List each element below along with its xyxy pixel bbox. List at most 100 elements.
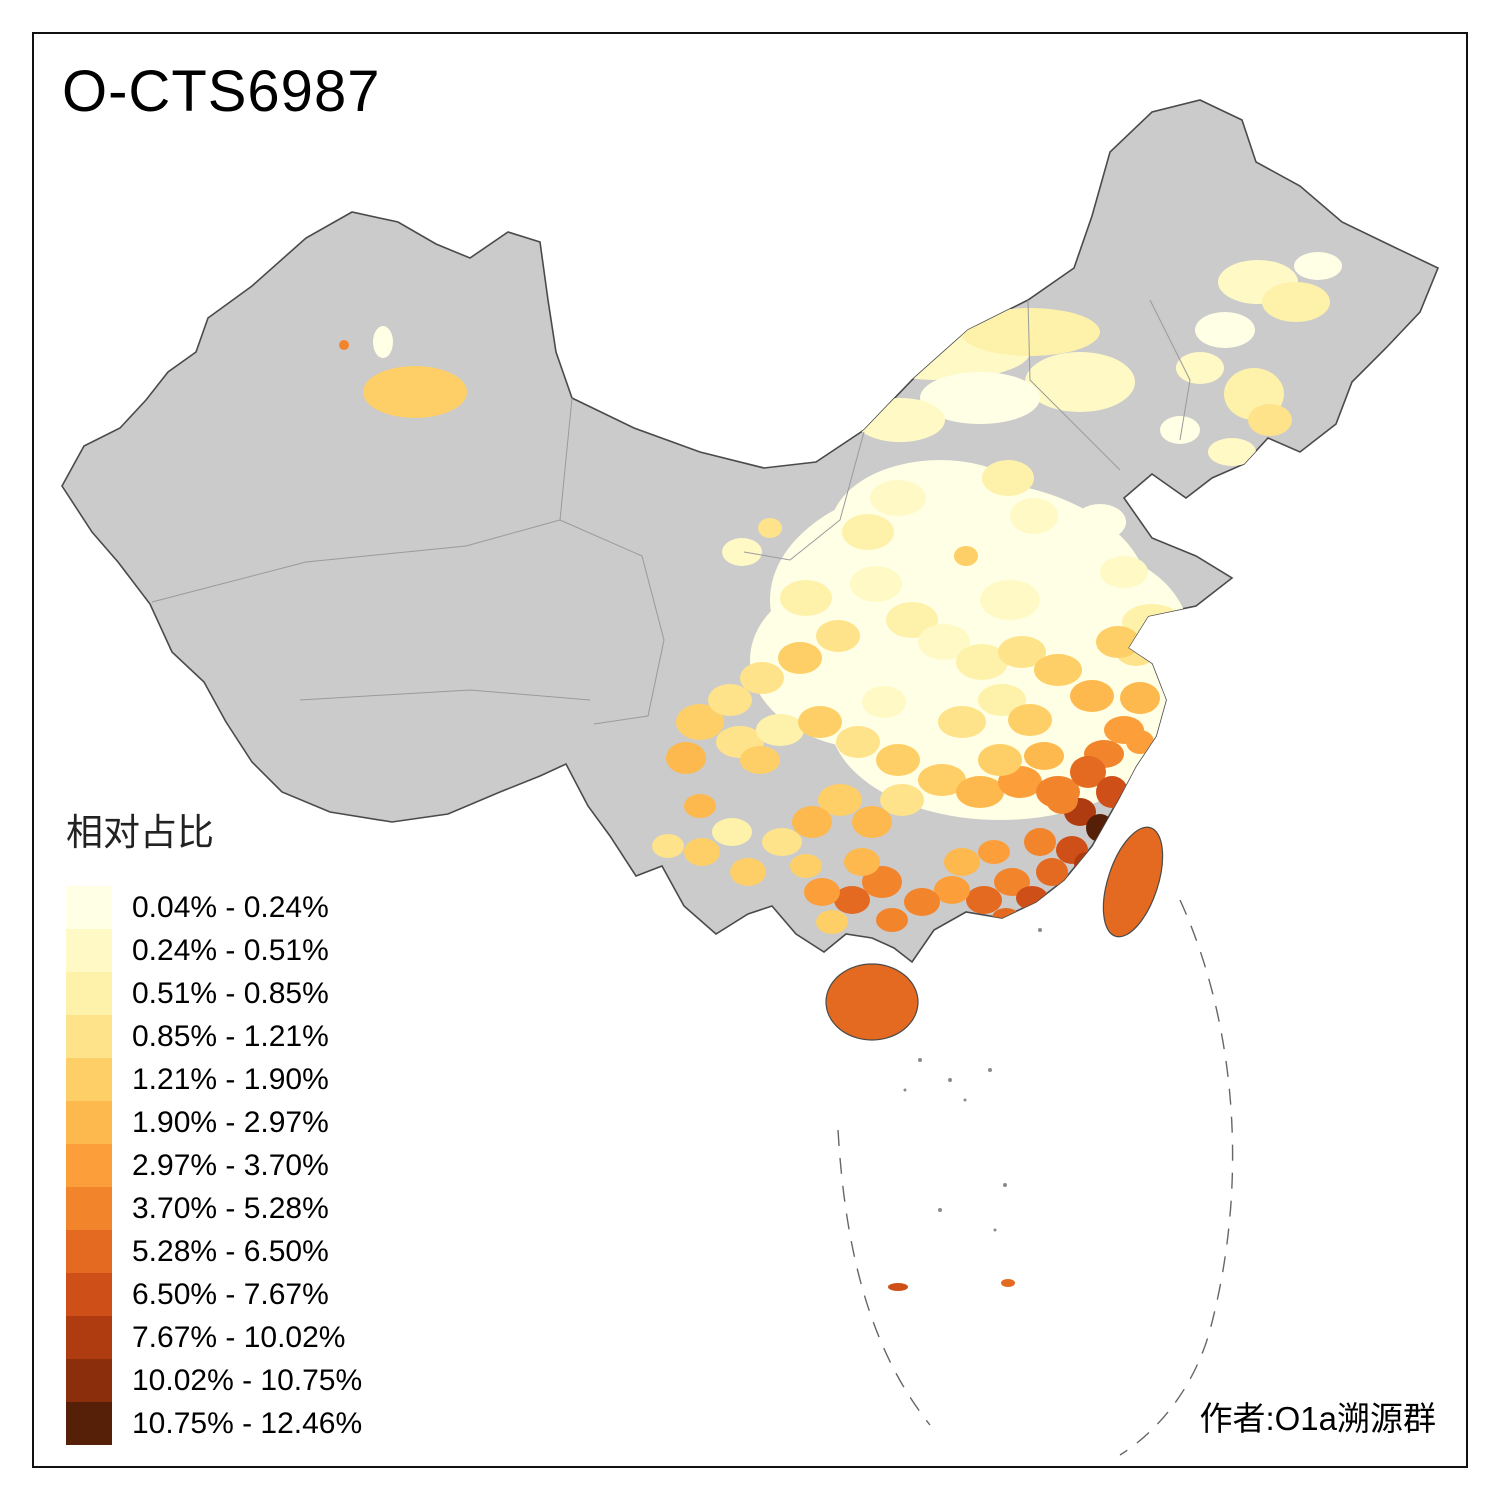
sea-islet: [903, 1088, 907, 1092]
legend-swatch: [66, 1144, 112, 1187]
nine-dash-line: [837, 899, 1234, 1456]
sea-islet: [1038, 928, 1042, 932]
legend-label: 10.75% - 12.46%: [132, 1406, 363, 1440]
legend-swatch: [66, 886, 112, 929]
region-patch: [956, 644, 1008, 680]
region-patch: [1056, 836, 1088, 864]
choropleth-patch-layer: [339, 252, 1342, 934]
region-patch: [762, 828, 802, 856]
sea-islet: [938, 1208, 942, 1212]
legend-label: 7.67% - 10.02%: [132, 1320, 346, 1354]
sea-islet: [988, 1068, 992, 1072]
region-patch: [880, 784, 924, 816]
region-patch: [934, 876, 970, 904]
region-patch: [684, 794, 716, 818]
legend-row: 1.90% - 2.97%: [66, 1101, 362, 1144]
province-border-line: [1027, 299, 1121, 471]
region-patch: [816, 620, 860, 652]
legend-row: 2.97% - 3.70%: [66, 1144, 362, 1187]
region-patch: [816, 910, 848, 934]
legend-swatch: [66, 1187, 112, 1230]
region-patch: [712, 818, 752, 846]
region-patch: [1294, 252, 1342, 280]
region-patch: [1100, 556, 1148, 588]
region-patch: [1248, 404, 1292, 436]
legend-row: 10.75% - 12.46%: [66, 1402, 362, 1445]
region-patch: [920, 372, 1040, 424]
legend-label: 0.51% - 0.85%: [132, 976, 329, 1010]
legend-swatch: [66, 1058, 112, 1101]
province-border-line: [1149, 299, 1191, 441]
region-patch: [1060, 598, 1112, 634]
taiwan-island: [1102, 826, 1164, 938]
page-title: O-CTS6987: [62, 59, 381, 124]
region-patch: [1024, 742, 1064, 770]
region-patch: [1195, 312, 1255, 348]
legend-row: 0.04% - 0.24%: [66, 886, 362, 929]
legend-label: 1.90% - 2.97%: [132, 1105, 329, 1139]
legend-label: 2.97% - 3.70%: [132, 1148, 329, 1182]
region-patch: [652, 834, 684, 858]
region-patch: [730, 858, 766, 886]
region-patch: [363, 366, 467, 418]
legend-label: 6.50% - 7.67%: [132, 1277, 329, 1311]
legend-row: 5.28% - 6.50%: [66, 1230, 362, 1273]
legend-row: 3.70% - 5.28%: [66, 1187, 362, 1230]
region-patch: [906, 526, 954, 558]
region-patch: [978, 744, 1022, 776]
province-border-line: [743, 431, 865, 561]
region-patch: [1096, 626, 1140, 658]
region-patch: [862, 686, 906, 718]
nine-dash-segment: [1119, 899, 1234, 1456]
region-patch: [1024, 828, 1056, 856]
region-patch: [960, 308, 1100, 356]
region-patch: [708, 684, 752, 716]
legend-swatch: [66, 1402, 112, 1445]
legend-row: 1.21% - 1.90%: [66, 1058, 362, 1101]
region-patch: [756, 714, 804, 746]
region-patch: [844, 848, 880, 876]
legend-title: 相对占比: [66, 812, 214, 853]
region-patch: [980, 580, 1040, 620]
province-border-line: [299, 689, 591, 701]
region-patch: [818, 784, 862, 816]
region-patch: [1074, 504, 1126, 540]
region-patch: [684, 838, 720, 866]
region-patch: [1208, 438, 1256, 466]
region-patch: [792, 806, 832, 838]
region-patch: [1070, 756, 1106, 788]
sea-islet: [918, 1058, 922, 1062]
province-borders: [151, 299, 1191, 725]
legend-row: 0.85% - 1.21%: [66, 1015, 362, 1058]
region-patch: [944, 848, 980, 876]
region-patch: [1036, 858, 1068, 886]
sea-islets: [888, 928, 1042, 1291]
region-patch: [876, 908, 908, 932]
region-patch: [918, 764, 966, 796]
sea-islet: [993, 1228, 997, 1232]
region-patch: [904, 888, 940, 916]
region-patch: [339, 340, 349, 350]
region-patch: [978, 840, 1010, 864]
region-patch: [804, 878, 840, 906]
legend-swatch: [66, 1101, 112, 1144]
region-patch: [1016, 886, 1048, 910]
legend-label: 5.28% - 6.50%: [132, 1234, 329, 1268]
legend-label: 1.21% - 1.90%: [132, 1062, 329, 1096]
legend-swatch: [66, 1230, 112, 1273]
region-patch: [1070, 680, 1114, 712]
sea-islet-colored: [888, 1283, 908, 1291]
legend-row: 6.50% - 7.67%: [66, 1273, 362, 1316]
region-patch: [994, 868, 1030, 896]
legend-row: 7.67% - 10.02%: [66, 1316, 362, 1359]
legend-swatch: [66, 1316, 112, 1359]
region-patch: [876, 744, 920, 776]
legend-label: 0.04% - 0.24%: [132, 890, 329, 924]
region-patch: [373, 326, 393, 358]
region-patch: [666, 742, 706, 774]
region-patch: [722, 538, 762, 566]
legend-label: 3.70% - 5.28%: [132, 1191, 329, 1225]
region-patch: [758, 518, 782, 538]
region-patch: [778, 642, 822, 674]
